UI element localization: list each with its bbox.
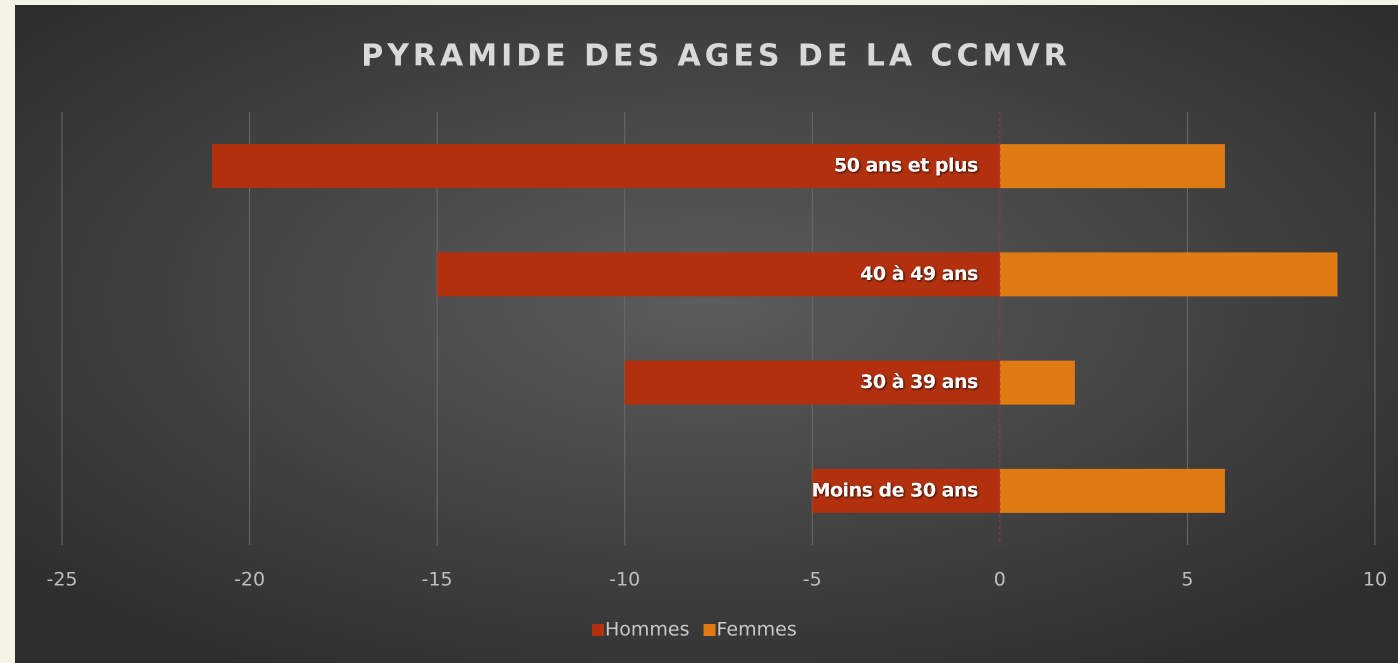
x-tick-label: -15 bbox=[422, 569, 453, 591]
category-label: 50 ans et plus bbox=[834, 155, 978, 177]
bar bbox=[212, 144, 1000, 189]
x-tick-label: 5 bbox=[1181, 569, 1193, 591]
x-tick-label: -5 bbox=[803, 569, 822, 591]
x-tick-label: -10 bbox=[609, 569, 640, 591]
legend-label: Hommes bbox=[605, 619, 690, 641]
bar bbox=[999, 360, 1075, 405]
x-tick-label: -20 bbox=[234, 569, 265, 591]
chart-title: PYRAMIDE DES AGES DE LA CCMVR bbox=[361, 39, 1071, 74]
category-label: 30 à 39 ans bbox=[860, 371, 978, 393]
bar bbox=[812, 468, 1000, 513]
bar bbox=[999, 468, 1225, 513]
x-tick-label: 10 bbox=[1363, 569, 1387, 591]
bar bbox=[999, 252, 1338, 297]
bar bbox=[999, 144, 1225, 189]
category-label: 40 à 49 ans bbox=[860, 263, 978, 285]
x-tick-label: -25 bbox=[46, 569, 77, 591]
bar bbox=[437, 252, 1000, 297]
bar bbox=[624, 360, 1000, 405]
x-tick-label: 0 bbox=[994, 569, 1006, 591]
legend-swatch bbox=[703, 624, 716, 636]
legend-label: Femmes bbox=[717, 619, 797, 641]
legend-swatch bbox=[592, 624, 604, 636]
category-label: Moins de 30 ans bbox=[812, 479, 978, 501]
chart-background bbox=[15, 5, 1398, 663]
